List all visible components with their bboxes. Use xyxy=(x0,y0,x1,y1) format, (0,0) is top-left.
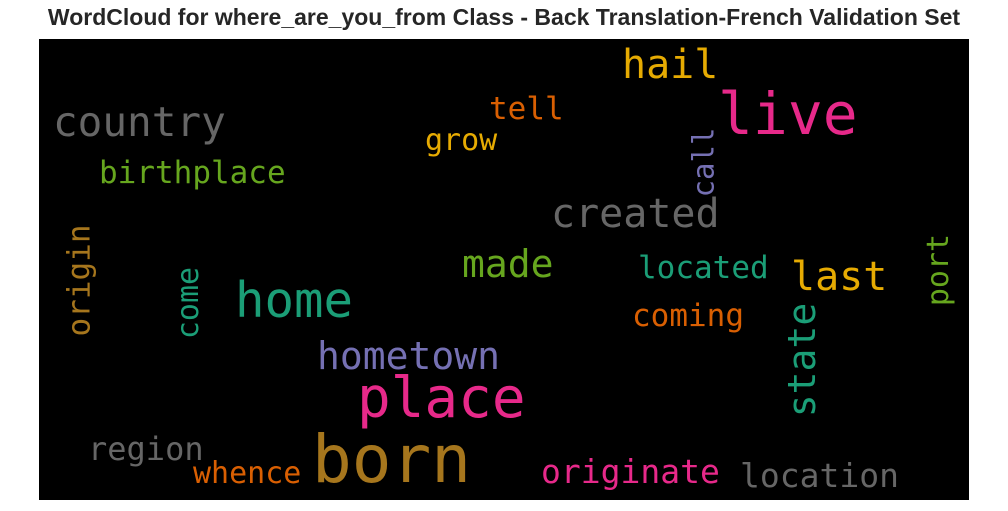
word-port: port xyxy=(921,233,957,307)
word-come: come xyxy=(171,266,207,340)
word-born: born xyxy=(312,421,471,498)
word-place: place xyxy=(357,366,526,431)
word-tell: tell xyxy=(489,91,564,127)
word-hometown: hometown xyxy=(317,334,501,378)
word-located: located xyxy=(638,250,769,286)
word-birthplace: birthplace xyxy=(99,155,286,191)
word-created: created xyxy=(551,191,720,237)
word-live: live xyxy=(718,80,858,148)
word-cloud: hail live tell country grow call birthpl… xyxy=(39,39,969,500)
word-grow: grow xyxy=(425,123,498,158)
word-whence: whence xyxy=(193,456,302,491)
word-call: call xyxy=(686,127,721,198)
chart-title: WordCloud for where_are_you_from Class -… xyxy=(47,4,961,30)
word-region: region xyxy=(88,430,204,468)
word-made: made xyxy=(462,242,554,286)
word-hail: hail xyxy=(622,42,719,88)
word-location: location xyxy=(740,456,899,495)
word-origin: origin xyxy=(61,224,98,337)
word-last: last xyxy=(791,254,888,300)
word-home: home xyxy=(235,272,354,329)
word-originate: originate xyxy=(541,452,720,491)
word-coming: coming xyxy=(632,298,744,334)
word-state: state xyxy=(780,302,825,418)
word-country: country xyxy=(53,98,226,146)
